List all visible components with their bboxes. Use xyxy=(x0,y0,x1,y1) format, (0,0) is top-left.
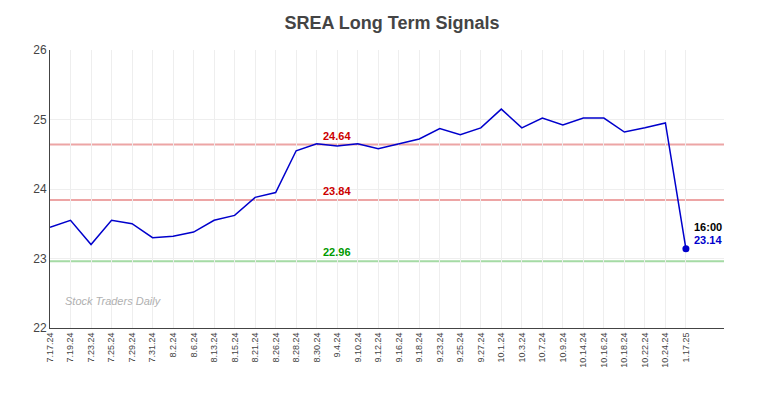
svg-text:8.13.24: 8.13.24 xyxy=(209,333,219,363)
svg-text:10.14.24: 10.14.24 xyxy=(578,333,588,368)
svg-text:23: 23 xyxy=(33,252,47,266)
svg-text:10.9.24: 10.9.24 xyxy=(558,333,568,363)
svg-text:9.27.24: 9.27.24 xyxy=(476,333,486,363)
svg-text:23.14: 23.14 xyxy=(694,234,722,246)
svg-text:23.84: 23.84 xyxy=(323,185,351,197)
svg-text:1.17.25: 1.17.25 xyxy=(681,333,691,363)
svg-text:8.30.24: 8.30.24 xyxy=(312,333,322,363)
svg-text:8.6.24: 8.6.24 xyxy=(189,333,199,358)
svg-text:8.21.24: 8.21.24 xyxy=(250,333,260,363)
svg-text:9.25.24: 9.25.24 xyxy=(455,333,465,363)
svg-text:9.18.24: 9.18.24 xyxy=(414,333,424,363)
svg-text:22.96: 22.96 xyxy=(323,246,351,258)
svg-text:7.17.24: 7.17.24 xyxy=(45,333,55,363)
svg-text:10.3.24: 10.3.24 xyxy=(517,333,527,363)
svg-text:24.64: 24.64 xyxy=(323,130,351,142)
svg-text:Stock Traders Daily: Stock Traders Daily xyxy=(65,295,162,307)
svg-text:26: 26 xyxy=(33,43,47,57)
svg-text:8.28.24: 8.28.24 xyxy=(291,333,301,363)
svg-text:10.7.24: 10.7.24 xyxy=(537,333,547,363)
svg-text:10.24.24: 10.24.24 xyxy=(660,333,670,368)
svg-text:10.1.24: 10.1.24 xyxy=(496,333,506,363)
svg-text:7.25.24: 7.25.24 xyxy=(106,333,116,363)
svg-text:22: 22 xyxy=(33,321,47,335)
svg-text:8.15.24: 8.15.24 xyxy=(230,333,240,363)
svg-text:10.22.24: 10.22.24 xyxy=(640,333,650,368)
svg-text:9.16.24: 9.16.24 xyxy=(394,333,404,363)
svg-text:9.4.24: 9.4.24 xyxy=(332,333,342,358)
svg-text:8.26.24: 8.26.24 xyxy=(271,333,281,363)
svg-text:10.18.24: 10.18.24 xyxy=(619,333,629,368)
svg-text:24: 24 xyxy=(33,182,47,196)
svg-text:9.23.24: 9.23.24 xyxy=(435,333,445,363)
svg-text:25: 25 xyxy=(33,113,47,127)
svg-text:SREA Long Term Signals: SREA Long Term Signals xyxy=(284,13,499,33)
svg-text:7.23.24: 7.23.24 xyxy=(86,333,96,363)
svg-text:9.10.24: 9.10.24 xyxy=(353,333,363,363)
svg-text:7.29.24: 7.29.24 xyxy=(127,333,137,363)
svg-text:9.12.24: 9.12.24 xyxy=(373,333,383,363)
svg-text:8.2.24: 8.2.24 xyxy=(168,333,178,358)
svg-text:10.16.24: 10.16.24 xyxy=(599,333,609,368)
svg-text:7.19.24: 7.19.24 xyxy=(65,333,75,363)
svg-text:16:00: 16:00 xyxy=(694,221,722,233)
svg-text:7.31.24: 7.31.24 xyxy=(147,333,157,363)
